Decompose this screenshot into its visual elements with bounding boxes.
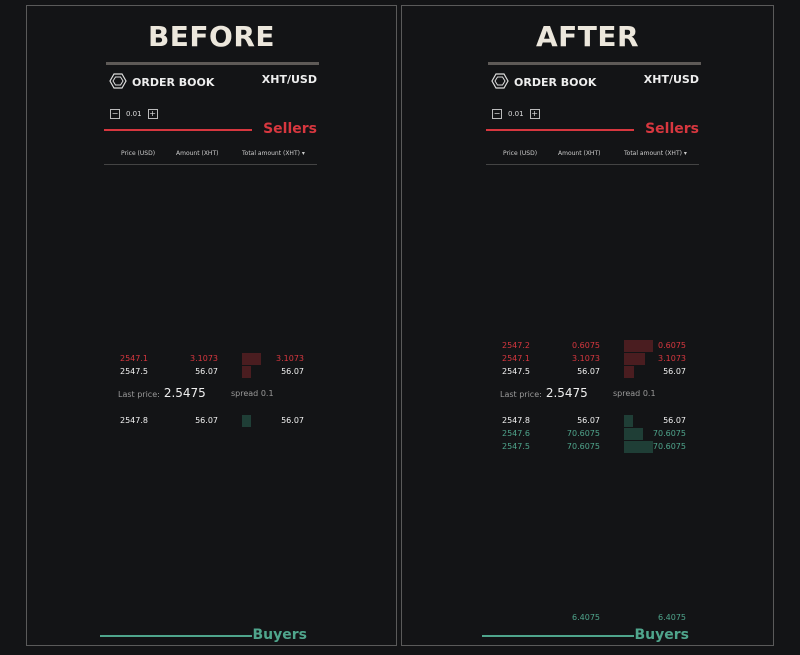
depth-bar — [624, 353, 645, 365]
price: 2547.5 — [502, 367, 530, 376]
total: 56.07 — [281, 367, 304, 376]
column-header: Price (USD) — [121, 150, 156, 157]
amount: 0.6075 — [572, 341, 600, 350]
spread-label: spread — [231, 389, 259, 398]
bid-row[interactable]: 2547.6 70.6075 70.6075 — [486, 428, 699, 441]
last-price: Last price: 2.5475 spread 0.1 — [500, 386, 699, 400]
hexagon-logo-icon — [491, 73, 509, 92]
amount: 56.07 — [577, 416, 600, 425]
amount: 70.6075 — [566, 442, 600, 451]
total: 70.6075 — [652, 429, 686, 438]
amount: 56.07 — [195, 367, 218, 376]
panel-title: BEFORE — [147, 20, 276, 53]
decrease-precision-button[interactable]: − — [110, 109, 120, 119]
spread: spread 0.1 — [231, 389, 274, 398]
amount: 56.07 — [577, 367, 600, 376]
column-headers: Price (USD) Amount (XHT) Total amount (XHT… — [486, 150, 699, 165]
last-price-label: Last price: — [118, 390, 160, 399]
spread-value: 0.1 — [642, 389, 656, 398]
sellers-label: Sellers — [645, 121, 699, 137]
total: 56.07 — [663, 367, 686, 376]
buyers-divider — [100, 635, 252, 637]
column-header[interactable]: Total amount (XHT) ▾ — [624, 150, 687, 157]
bid-row[interactable]: 2547.8 56.07 56.07 — [104, 415, 317, 428]
depth-bar — [242, 353, 262, 365]
buyers-label: Buyers — [252, 627, 308, 643]
increase-precision-button[interactable]: + — [147, 109, 158, 119]
price: 2547.5 — [502, 442, 530, 451]
column-header: Amount (XHT) — [558, 150, 601, 157]
precision-value: 0.01 — [508, 110, 524, 118]
last-price-value: 2.5475 — [545, 386, 588, 400]
precision-stepper: −0.01 + — [110, 109, 158, 119]
amount: 56.07 — [195, 416, 218, 425]
depth-bar — [624, 441, 653, 453]
total: 56.07 — [281, 416, 304, 425]
bid-row[interactable]: 2547.5 70.6075 70.6075 — [486, 441, 699, 454]
price: 2547.8 — [120, 416, 148, 425]
depth-bar — [624, 415, 633, 427]
total: 70.6075 — [652, 442, 686, 451]
buyers-divider — [482, 635, 634, 637]
column-headers: Price (USD) Amount (XHT) Total amount (XHT… — [104, 150, 317, 165]
column-header[interactable]: Total amount (XHT) ▾ — [242, 150, 305, 157]
order-book-title: ORDER BOOK — [514, 76, 597, 89]
total: 0.6075 — [658, 341, 686, 350]
amount: 3.1073 — [190, 354, 218, 363]
header-divider — [488, 62, 701, 65]
ask-row[interactable]: 2547.5 56.07 56.07 — [486, 366, 699, 379]
precision-stepper: −0.01 + — [492, 109, 540, 119]
amount: 70.6075 — [566, 429, 600, 438]
order-book-header: ORDER BOOK — [491, 73, 596, 92]
sellers-divider — [486, 129, 634, 131]
bid-row[interactable]: 2547.8 56.07 56.07 — [486, 415, 699, 428]
pair-label: XHT/USD — [261, 73, 317, 86]
price: 2547.8 — [502, 416, 530, 425]
order-book-widget: ORDER BOOK XHT/USD −0.01 + Sellers Price (USD… — [100, 6, 319, 647]
price: 2547.1 — [120, 354, 148, 363]
footer-total: 6.4075 — [658, 613, 686, 622]
spread-label: spread — [613, 389, 641, 398]
precision-value: 0.01 — [126, 110, 142, 118]
last-price: Last price: 2.5475 spread 0.1 — [118, 386, 317, 400]
order-book-widget: ORDER BOOK XHT/USD −0.01 + Sellers Price (USD… — [482, 6, 701, 647]
depth-bar — [242, 415, 251, 427]
amount: 3.1073 — [572, 354, 600, 363]
last-price-label: Last price: — [500, 390, 542, 399]
panel-before: BEFORE ORDER BOOK XHT/USD −0.01 + Sellers Pric… — [26, 5, 397, 646]
spread-value: 0.1 — [260, 389, 274, 398]
depth-bar — [242, 366, 251, 378]
buyers-label: Buyers — [634, 627, 690, 643]
ask-row[interactable]: 2547.1 3.1073 3.1073 — [104, 353, 317, 366]
order-book-title: ORDER BOOK — [132, 76, 215, 89]
price: 2547.1 — [502, 354, 530, 363]
depth-bar — [624, 340, 653, 352]
price: 2547.2 — [502, 341, 530, 350]
depth-bar — [624, 428, 644, 440]
sellers-divider — [104, 129, 252, 131]
ask-row[interactable]: 2547.5 56.07 56.07 — [104, 366, 317, 379]
last-price-value: 2.5475 — [163, 386, 206, 400]
header-divider — [106, 62, 319, 65]
total: 56.07 — [663, 416, 686, 425]
total: 3.1073 — [276, 354, 304, 363]
column-header: Amount (XHT) — [176, 150, 219, 157]
hexagon-logo-icon — [109, 73, 127, 92]
decrease-precision-button[interactable]: − — [492, 109, 502, 119]
column-header: Price (USD) — [503, 150, 538, 157]
ask-row[interactable]: 2547.2 0.6075 0.6075 — [486, 340, 699, 353]
order-book-header: ORDER BOOK — [109, 73, 214, 92]
depth-bar — [624, 366, 634, 378]
panel-after: AFTER ORDER BOOK XHT/USD −0.01 + Sellers Price… — [401, 5, 774, 646]
pair-label: XHT/USD — [643, 73, 699, 86]
total: 3.1073 — [658, 354, 686, 363]
spread: spread 0.1 — [613, 389, 656, 398]
increase-precision-button[interactable]: + — [529, 109, 540, 119]
sellers-label: Sellers — [263, 121, 317, 137]
panel-title: AFTER — [535, 20, 640, 53]
ask-row[interactable]: 2547.1 3.1073 3.1073 — [486, 353, 699, 366]
price: 2547.6 — [502, 429, 530, 438]
footer-amount: 6.4075 — [572, 613, 600, 622]
price: 2547.5 — [120, 367, 148, 376]
